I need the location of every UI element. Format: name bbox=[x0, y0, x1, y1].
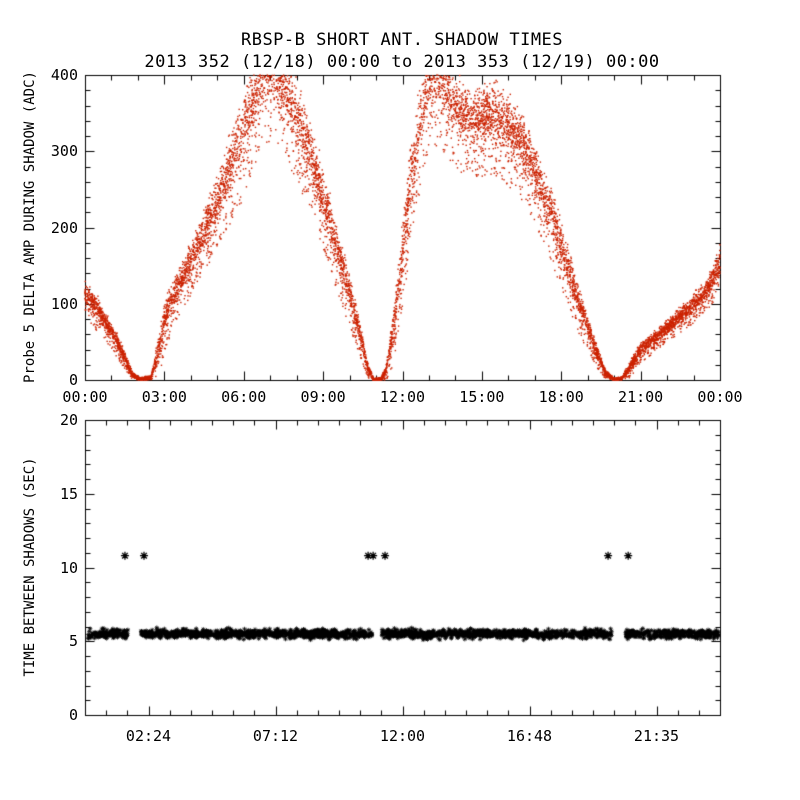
top-x-tick-label: 03:00 bbox=[141, 388, 187, 406]
bottom-x-tick-label: 16:48 bbox=[506, 727, 553, 745]
top-x-tick-label: 06:00 bbox=[221, 388, 267, 406]
top-x-tick-label: 00:00 bbox=[697, 388, 743, 406]
bottom-y-tick-label: 5 bbox=[68, 632, 78, 651]
top-x-tick-label: 15:00 bbox=[459, 388, 505, 406]
top-x-tick-label: 00:00 bbox=[62, 388, 108, 406]
top-y-tick-label: 0 bbox=[68, 371, 78, 389]
bottom-x-tick-label: 21:35 bbox=[633, 727, 680, 745]
bottom-x-tick-label: 12:00 bbox=[379, 727, 426, 745]
top-x-tick-label: 12:00 bbox=[379, 388, 426, 406]
bottom-y-tick-label: 20 bbox=[59, 411, 78, 429]
top-y-tick-label: 300 bbox=[50, 142, 78, 161]
chart-subtitle: 2013 352 (12/18) 00:00 to 2013 353 (12/1… bbox=[144, 52, 660, 72]
chart-title: RBSP-B SHORT ANT. SHADOW TIMES bbox=[240, 30, 564, 50]
bottom-y-tick-label: 15 bbox=[59, 484, 78, 503]
top-y-tick-label: 200 bbox=[50, 218, 78, 237]
bottom-x-tick-label: 02:24 bbox=[125, 727, 172, 745]
top-y-tick-label: 100 bbox=[50, 294, 78, 313]
top-x-tick-label: 09:00 bbox=[300, 388, 346, 406]
top-y-tick-label: 400 bbox=[50, 66, 78, 84]
bottom-x-tick-label: 07:12 bbox=[252, 727, 299, 745]
top-x-tick-label: 21:00 bbox=[618, 388, 664, 406]
bottom-y-tick-label: 10 bbox=[59, 558, 78, 577]
top-x-tick-label: 18:00 bbox=[538, 388, 584, 406]
bottom-y-tick-label: 0 bbox=[68, 706, 78, 724]
